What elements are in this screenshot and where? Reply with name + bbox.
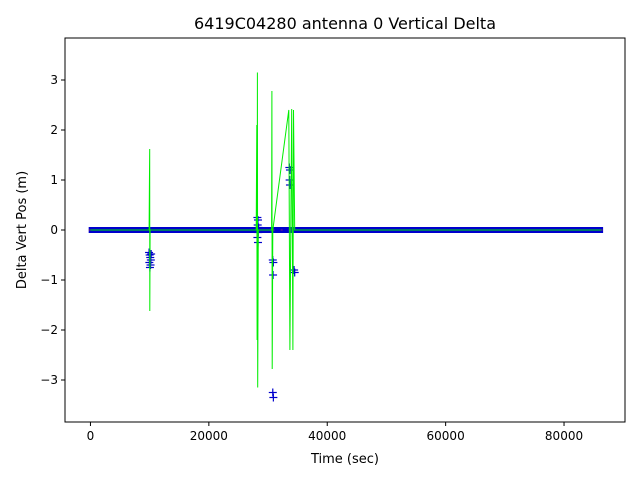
chart-title: 6419C04280 antenna 0 Vertical Delta [194, 14, 496, 33]
y-tick-label-4: 1 [50, 173, 58, 187]
y-tick-label-0: −3 [40, 373, 58, 387]
x-tick-label-2: 40000 [308, 429, 346, 443]
y-tick-label-5: 2 [50, 123, 58, 137]
x-tick-label-0: 0 [87, 429, 95, 443]
data-point-19 [269, 393, 278, 402]
y-tick-label-3: 0 [50, 223, 58, 237]
y-tick-label-6: 3 [50, 73, 58, 87]
y-tick-label-1: −2 [40, 323, 58, 337]
y-tick-label-2: −1 [40, 273, 58, 287]
series-line [90, 72, 602, 388]
x-tick-label-1: 20000 [190, 429, 228, 443]
x-tick-label-4: 80000 [545, 429, 583, 443]
data-point-21 [285, 166, 294, 174]
y-axis-label: Delta Vert Pos (m) [15, 171, 30, 289]
axis-ticks: 0 20000 40000 60000 80000 −3 −2 −1 0 1 2 3 [40, 73, 583, 443]
data-point-16 [269, 258, 278, 267]
plot-frame [64, 37, 626, 423]
data-point-7 [147, 250, 156, 258]
data-point-23 [285, 181, 294, 189]
x-axis-label: Time (sec) [310, 452, 379, 467]
x-tick-label-3: 60000 [427, 429, 465, 443]
plot-area [88, 72, 604, 402]
